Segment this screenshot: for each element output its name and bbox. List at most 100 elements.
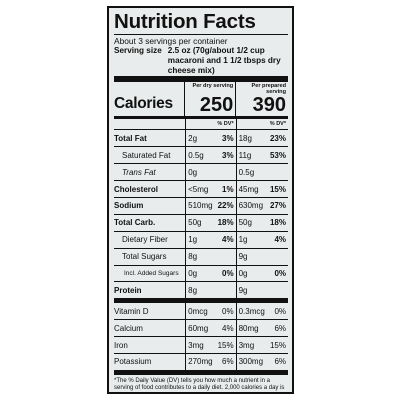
amount: 0g	[188, 167, 198, 177]
calories-prepared: 390	[252, 94, 286, 117]
prepared-cell: 11g 53%	[235, 147, 288, 164]
dry-cell: 3mg 15%	[185, 337, 235, 353]
amount: 0g	[238, 268, 248, 278]
amount: 11g	[238, 150, 252, 160]
nutrition-facts-panel: Nutrition Facts About 3 servings per con…	[107, 6, 294, 394]
dry-cell: 2g 3%	[185, 130, 235, 147]
nutrient-row: Iron 3mg 15% 3mg 15%	[114, 337, 288, 354]
amount: 0mcg	[188, 306, 208, 316]
daily-value-percent: 6%	[222, 357, 234, 367]
prepared-cell: 45mg 15%	[235, 181, 288, 197]
amount: 0.3mcg	[238, 306, 265, 316]
calories-row: Calories Per dry serving 250 Per prepare…	[114, 82, 288, 120]
footnote: *The % Daily Value (DV) tells you how mu…	[114, 377, 285, 392]
prepared-cell: 0.5g	[235, 164, 288, 181]
dry-cell: 8g	[185, 282, 235, 299]
prepared-cell: 9g	[235, 248, 288, 265]
nutrient-row: Total Carb. 50g 18% 50g 18%	[114, 214, 288, 232]
nutrient-list: Total Fat 2g 3% 18g 23% Saturated Fat 0.5g 3% 11…	[114, 130, 288, 304]
daily-value-percent: 18%	[269, 218, 286, 228]
dry-cell: 60mg 4%	[185, 320, 235, 337]
amount: 1g	[188, 235, 198, 245]
dv-header-dry: % DV*	[185, 119, 235, 130]
nutrient-row: Trans Fat 0g 0.5g	[114, 164, 288, 182]
amount: 80mg	[238, 323, 259, 333]
amount: 9g	[238, 252, 248, 262]
amount: 8g	[188, 252, 198, 262]
daily-value-percent: 0%	[274, 306, 286, 316]
prepared-cell: 80mg 6%	[235, 320, 288, 337]
calories-dry: 250	[199, 94, 234, 117]
prepared-cell: 50g 18%	[235, 214, 288, 231]
daily-value-percent: 3%	[222, 150, 234, 160]
prepared-column-calories: Per prepared serving 390	[235, 82, 288, 117]
nutrient-row: Calcium 60mg 4% 80mg 6%	[114, 320, 288, 338]
amount: 45mg	[238, 184, 259, 194]
daily-value-percent: 6%	[274, 323, 286, 333]
prepared-cell: 1g 4%	[235, 231, 288, 248]
amount: 8g	[188, 285, 198, 295]
daily-value-percent: 4%	[222, 235, 234, 245]
dry-cell: 50g 18%	[185, 214, 235, 231]
amount: 510mg	[188, 201, 213, 211]
serving-size-label: Serving size	[114, 46, 162, 55]
nutrient-name: Saturated Fat	[122, 150, 171, 160]
nutrient-row: Total Sugars 8g 9g	[114, 248, 288, 266]
nutrient-name: Sodium	[114, 201, 144, 211]
serving-size: Serving size 2.5 oz (70g/about 1/2 cup m…	[114, 46, 288, 75]
amount: 3mg	[238, 340, 255, 350]
nutrient-row: Sodium 510mg 22% 630mg 27%	[114, 197, 288, 215]
calories-label: Calories	[114, 95, 173, 113]
nutrient-name: Potassium	[114, 357, 152, 367]
daily-value-percent: 0%	[222, 268, 234, 278]
dry-cell: 1g 4%	[185, 231, 235, 248]
nutrient-row: Total Fat 2g 3% 18g 23%	[114, 130, 288, 148]
nutrient-row: Saturated Fat 0.5g 3% 11g 53%	[114, 147, 288, 165]
daily-value-percent: 18%	[217, 218, 234, 228]
nutrient-row: Dietary Fiber 1g 4% 1g 4%	[114, 231, 288, 249]
vitamin-list: Vitamin D 0mcg 0% 0.3mcg 0% Calcium 60mg 4% 80mg…	[114, 303, 288, 375]
dry-column-header: Per dry serving	[192, 83, 234, 90]
amount: 60mg	[188, 323, 209, 333]
amount: 1g	[238, 235, 248, 245]
prepared-cell: 9g	[235, 282, 288, 299]
daily-value-percent: 23%	[269, 133, 286, 143]
nutrient-row: Potassium 270mg 6% 300mg 6%	[114, 353, 288, 375]
dv-header-prepared: % DV*	[235, 119, 288, 130]
prepared-cell: 3mg 15%	[235, 337, 288, 353]
nutrient-name: Incl. Added Sugars	[124, 269, 179, 277]
dry-cell: 270mg 6%	[185, 353, 235, 370]
daily-value-percent: 27%	[269, 201, 286, 211]
prepared-cell: 0g 0%	[235, 265, 288, 282]
dry-cell: 8g	[185, 248, 235, 265]
dry-cell: 0g	[185, 164, 235, 181]
dv-header-row: % DV* % DV*	[114, 119, 288, 131]
amount: 50g	[238, 218, 252, 228]
daily-value-percent: 1%	[222, 184, 234, 194]
daily-value-percent: 53%	[269, 150, 286, 160]
daily-value-percent: 4%	[222, 323, 234, 333]
nutrient-name: Dietary Fiber	[122, 235, 168, 245]
amount: <5mg	[188, 184, 209, 194]
amount: 0g	[188, 268, 198, 278]
daily-value-percent: 6%	[274, 357, 286, 367]
amount: 0.5g	[188, 150, 204, 160]
amount: 0.5g	[238, 167, 255, 177]
nutrient-row: Cholesterol <5mg 1% 45mg 15%	[114, 181, 288, 198]
amount: 270mg	[188, 357, 213, 367]
dry-cell: 0mcg 0%	[185, 303, 235, 320]
daily-value-percent: 3%	[222, 133, 234, 143]
prepared-cell: 630mg 27%	[235, 197, 288, 214]
amount: 2g	[188, 133, 198, 143]
amount: 9g	[238, 285, 248, 295]
amount: 3mg	[188, 340, 204, 350]
daily-value-percent: 22%	[217, 201, 234, 211]
dry-cell: 510mg 22%	[185, 197, 235, 214]
dry-cell: 0g 0%	[185, 265, 235, 282]
nutrient-name: Vitamin D	[114, 306, 149, 316]
dry-cell: <5mg 1%	[185, 181, 235, 197]
daily-value-percent: 4%	[274, 235, 286, 245]
nutrient-name: Protein	[114, 285, 142, 295]
prepared-cell: 300mg 6%	[235, 353, 288, 370]
amount: 300mg	[238, 357, 264, 367]
